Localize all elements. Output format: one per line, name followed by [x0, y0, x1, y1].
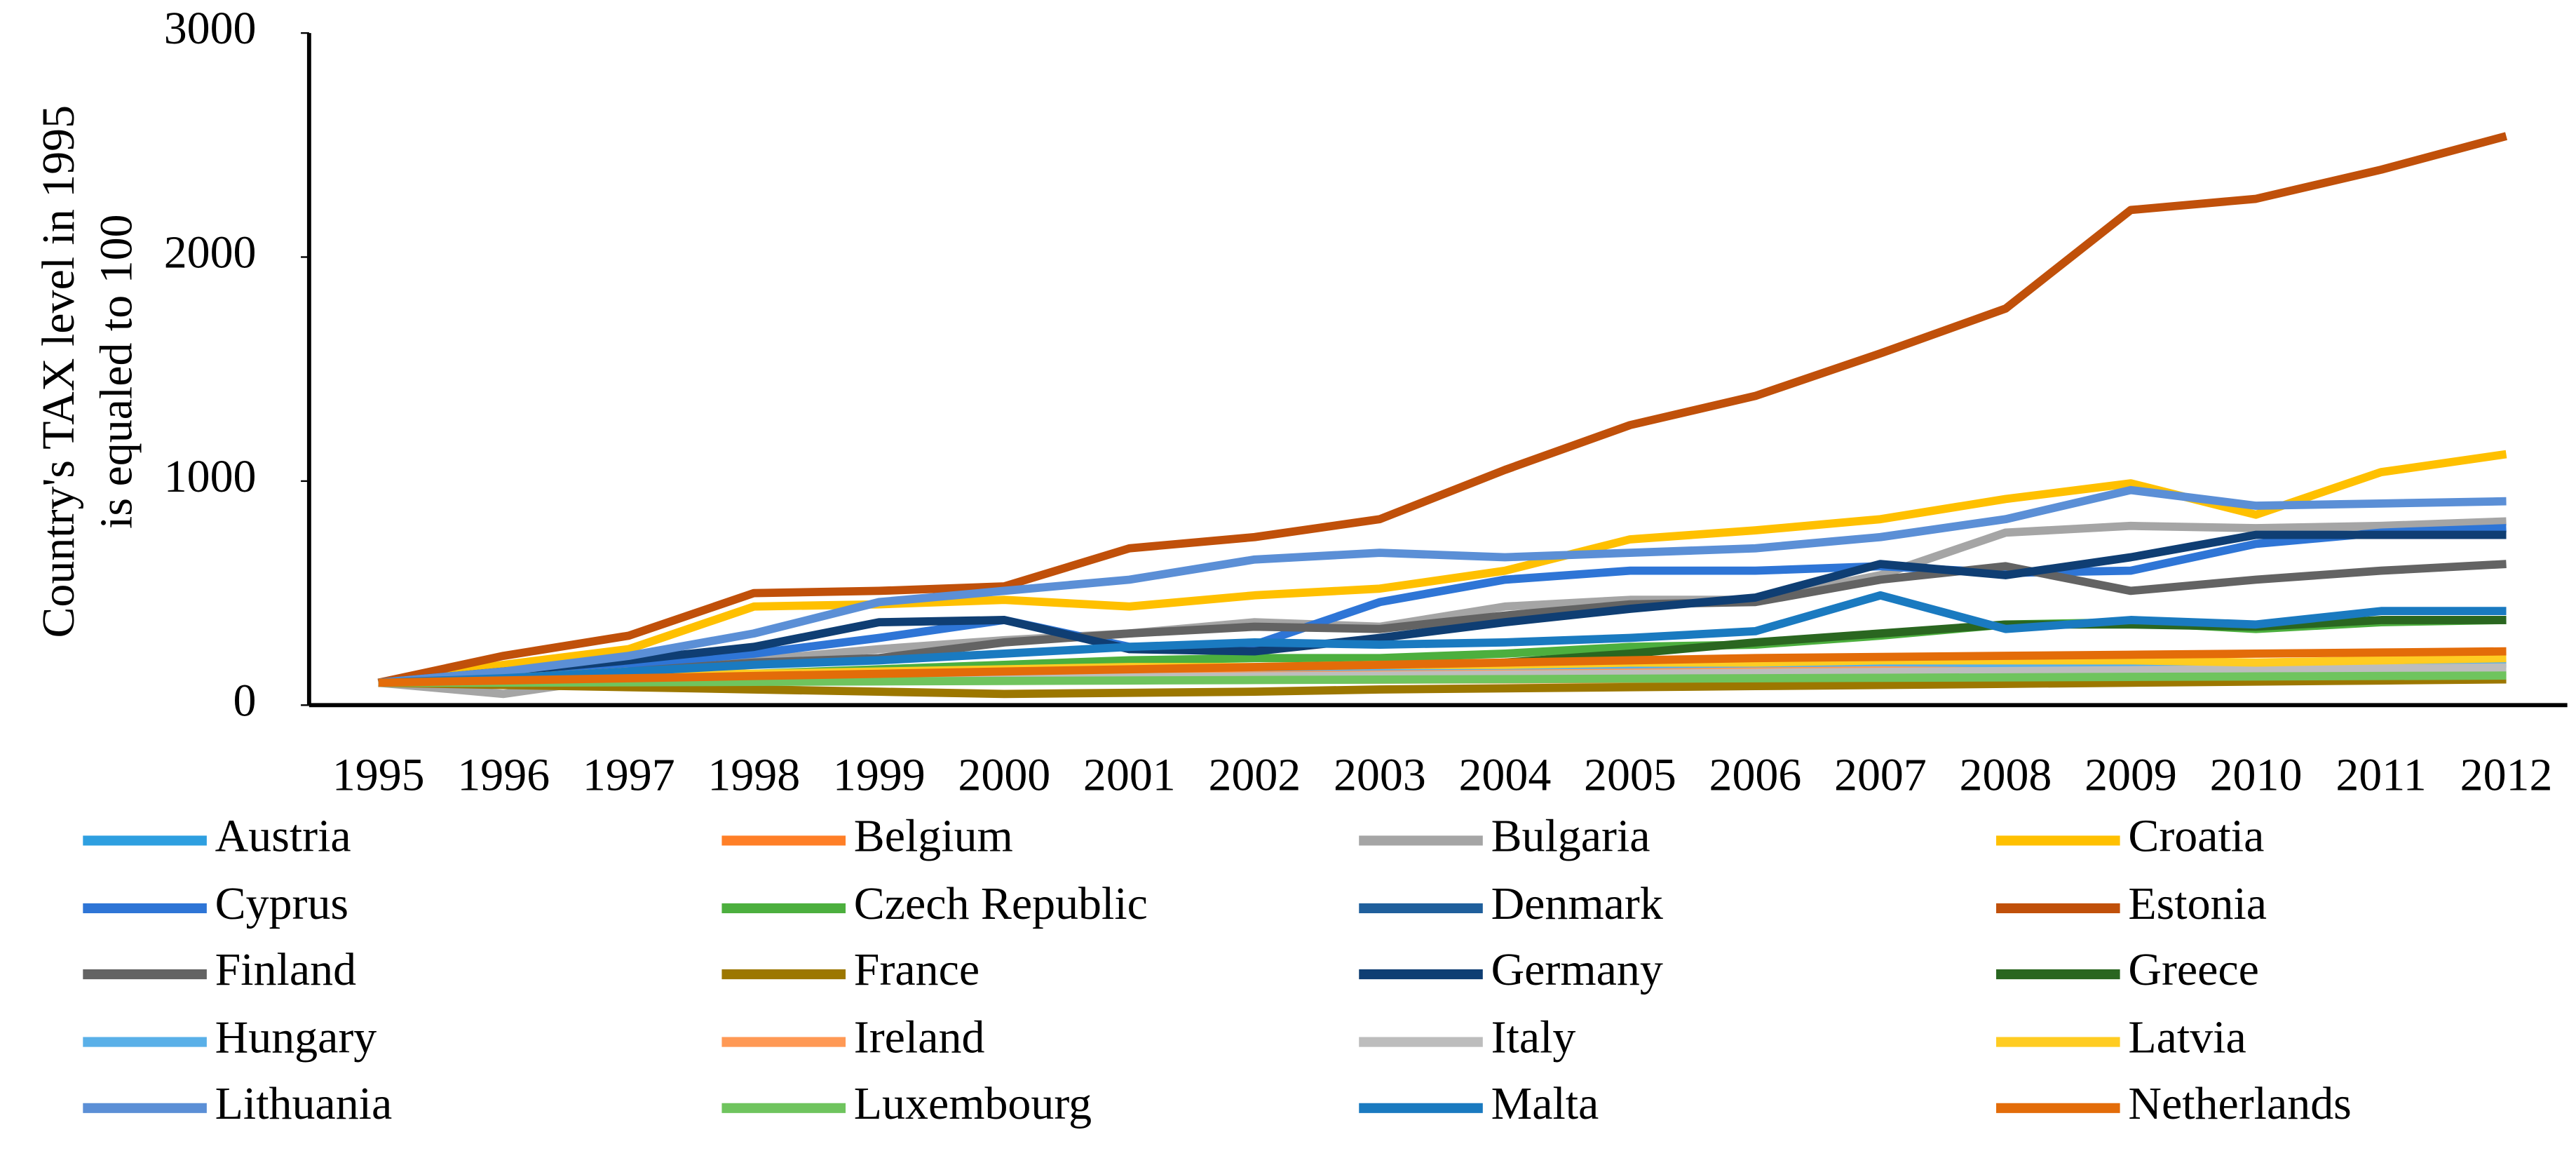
legend-label: Germany: [1491, 944, 1663, 995]
y-tick-label: 3000: [164, 3, 257, 54]
x-tick-label: 2009: [2084, 749, 2177, 800]
x-tick-label: 2012: [2460, 749, 2553, 800]
series-line: [378, 485, 2507, 687]
legend-label: Netherlands: [2128, 1078, 2351, 1129]
legend-label: Austria: [215, 811, 351, 862]
legend-label: Croatia: [2128, 811, 2264, 862]
y-axis-label: Country's TAX level in 1995: [33, 105, 84, 638]
series-line: [377, 132, 2508, 687]
x-tick-label: 2000: [958, 749, 1050, 800]
legend-label: Lithuania: [215, 1078, 393, 1129]
legend-label: Finland: [215, 944, 356, 995]
x-tick-label: 1999: [833, 749, 926, 800]
x-tick-label: 2004: [1458, 749, 1551, 800]
legend-label: Cyprus: [215, 878, 348, 929]
x-tick-label: 2001: [1083, 749, 1176, 800]
y-axis-label: is equaled to 100: [91, 215, 142, 529]
legend-label: Luxembourg: [854, 1078, 1092, 1129]
legend-label: Greece: [2128, 944, 2259, 995]
x-tick-label: 2007: [1834, 749, 1927, 800]
x-tick-label: 2002: [1208, 749, 1301, 800]
legend-label: Ireland: [854, 1012, 985, 1063]
series-line: [378, 524, 2507, 687]
legend-label: Belgium: [854, 811, 1013, 862]
series-line: [377, 450, 2507, 687]
x-tick-label: 2003: [1334, 749, 1426, 800]
x-tick-label: 2011: [2336, 749, 2426, 800]
legend-label: Denmark: [1491, 878, 1663, 929]
legend-label: Hungary: [215, 1012, 377, 1063]
series-line: [378, 671, 2507, 687]
x-tick-label: 2006: [1709, 749, 1802, 800]
x-tick-label: 1995: [332, 749, 425, 800]
legend-label: Latvia: [2128, 1012, 2246, 1063]
legend-label: Malta: [1491, 1078, 1599, 1129]
y-tick-label: 2000: [164, 227, 257, 278]
legend-label: France: [854, 944, 979, 995]
series-line: [378, 591, 2507, 687]
legend-label: Estonia: [2128, 878, 2267, 929]
legend-label: Bulgaria: [1491, 811, 1650, 862]
series-line: [378, 647, 2507, 687]
legend-label: Czech Republic: [854, 878, 1148, 929]
x-tick-label: 1998: [707, 749, 800, 800]
x-tick-label: 2008: [1960, 749, 2052, 800]
y-tick-label: 0: [233, 675, 257, 726]
x-tick-label: 1997: [583, 749, 675, 800]
series-line: [378, 675, 2507, 699]
legend-label: Italy: [1491, 1012, 1576, 1063]
series-line: [378, 530, 2507, 687]
x-tick-label: 2010: [2210, 749, 2303, 800]
x-tick-label: 1996: [457, 749, 550, 800]
y-tick-label: 1000: [164, 451, 257, 502]
x-tick-label: 2005: [1584, 749, 1676, 800]
